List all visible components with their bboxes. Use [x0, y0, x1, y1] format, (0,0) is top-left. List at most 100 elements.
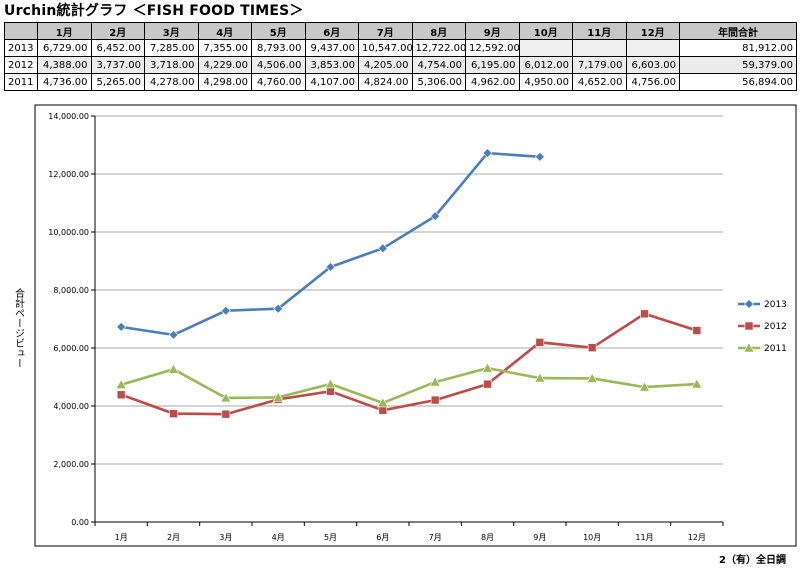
value-cell: 10,547.00	[358, 39, 413, 57]
table-header-cell: 年間合計	[679, 22, 797, 40]
value-cell: 4,736.00	[37, 73, 92, 91]
x-tick-label: 8月	[481, 533, 494, 542]
y-tick-label: 8,000.00	[53, 286, 89, 295]
y-tick-label: 0.00	[71, 518, 89, 527]
table-header-cell: 1月	[37, 22, 92, 40]
value-cell: 4,107.00	[304, 73, 359, 91]
x-tick-label: 3月	[219, 533, 232, 542]
legend-marker-2013	[744, 299, 754, 309]
y-tick-label: 12,000.00	[48, 170, 89, 179]
annual-total-cell: 56,894.00	[679, 73, 797, 91]
footer-note: 2（有）全日調	[719, 555, 786, 566]
data-point-2011	[377, 397, 389, 408]
value-cell: 12,722.00	[411, 39, 466, 57]
legend-marker-2011	[743, 342, 755, 353]
legend-label: 2011	[764, 344, 787, 354]
data-point-2012	[483, 379, 492, 389]
legend-label: 2012	[764, 322, 787, 332]
table-header-cell	[4, 22, 38, 40]
value-cell: 6,195.00	[465, 56, 520, 74]
x-tick-label: 9月	[533, 533, 546, 542]
table-header-cell: 5月	[251, 22, 306, 40]
data-point-2013	[168, 329, 179, 340]
value-cell: 5,265.00	[90, 73, 145, 91]
value-cell: 4,229.00	[197, 56, 252, 74]
legend-label: 2013	[764, 300, 787, 310]
data-point-2011	[586, 372, 598, 383]
x-tick-label: 6月	[376, 533, 389, 542]
line-chart: 0.00 2,000.00 4,000.00 6,000.00 8,000.00 10,0…	[13, 104, 797, 547]
data-point-2013	[116, 321, 127, 332]
value-cell: 4,298.00	[197, 73, 252, 91]
chart-area	[34, 104, 797, 547]
table-header-cell: 11月	[572, 22, 627, 40]
summary-table: 1月 2月 3月 4月 5月 6月 7月 8月 9月 10月 11月 12月 年間合計 2013 6,72…	[4, 22, 797, 91]
table-header-cell: 9月	[465, 22, 520, 40]
data-point-2013	[273, 303, 284, 314]
value-cell: 6,012.00	[518, 56, 573, 74]
table-row: 2013 6,729.00 6,452.00 7,285.00 7,355.00 8,79…	[4, 39, 797, 57]
data-point-2013	[534, 151, 545, 162]
x-tick-label: 12月	[688, 533, 706, 542]
table-row: 2011 4,736.00 5,265.00 4,278.00 4,298.00 4,76…	[4, 73, 797, 91]
data-point-2012	[587, 343, 597, 352]
data-point-2012	[169, 409, 178, 418]
value-cell	[572, 39, 627, 57]
data-point-2011	[115, 379, 127, 389]
value-cell: 8,793.00	[251, 39, 306, 57]
table-header-row: 1月 2月 3月 4月 5月 6月 7月 8月 9月 10月 11月 12月 年間合計	[4, 22, 797, 40]
y-tick-label: 6,000.00	[53, 344, 89, 353]
year-cell: 2011	[4, 73, 38, 91]
value-cell: 6,729.00	[37, 39, 92, 57]
x-tick-label: 2月	[167, 533, 180, 542]
x-tick-label: 10月	[583, 533, 601, 542]
data-point-2012	[378, 405, 388, 415]
data-point-2011	[481, 362, 494, 373]
data-point-2012	[535, 338, 545, 347]
x-tick-label: 7月	[429, 533, 442, 542]
table-header-cell: 2月	[90, 22, 145, 40]
x-tick-label: 5月	[324, 533, 337, 542]
value-cell: 6,603.00	[625, 56, 680, 74]
value-cell: 4,754.00	[411, 56, 466, 74]
x-tick-label: 1月	[115, 533, 128, 542]
value-cell: 5,306.00	[411, 73, 466, 91]
value-cell	[518, 39, 573, 57]
data-point-2012	[430, 395, 440, 405]
table-header-cell: 6月	[304, 22, 359, 40]
table-header-cell: 7月	[358, 22, 413, 40]
value-cell: 4,388.00	[37, 56, 92, 74]
data-point-2011	[638, 381, 651, 392]
table-header-cell: 10月	[518, 22, 573, 40]
data-point-2011	[220, 392, 232, 403]
table-header-cell: 8月	[411, 22, 466, 40]
value-cell: 4,950.00	[518, 73, 573, 91]
data-point-2013	[220, 305, 231, 316]
value-cell: 7,285.00	[144, 39, 199, 57]
table-header-cell: 4月	[197, 22, 252, 40]
data-point-2011	[429, 376, 441, 387]
data-point-2011	[691, 378, 703, 389]
y-tick-label: 10,000.00	[48, 228, 89, 237]
year-cell: 2012	[4, 56, 38, 74]
series-line-2011	[120, 366, 697, 405]
value-cell: 7,179.00	[572, 56, 627, 74]
data-point-2013	[430, 211, 441, 222]
data-point-2012	[692, 326, 702, 335]
value-cell: 4,205.00	[358, 56, 413, 74]
value-cell: 3,718.00	[144, 56, 199, 74]
y-tick-label: 14,000.00	[48, 112, 89, 121]
value-cell: 4,506.00	[251, 56, 306, 74]
value-cell: 4,824.00	[358, 73, 413, 91]
data-point-2012	[221, 409, 231, 419]
x-tick-label: 4月	[272, 533, 285, 542]
value-cell: 12,592.00	[465, 39, 520, 57]
annual-total-cell: 81,912.00	[679, 39, 797, 57]
value-cell: 4,962.00	[465, 73, 520, 91]
legend-marker-2012	[744, 321, 754, 331]
data-point-2011	[534, 372, 546, 383]
data-point-2011	[167, 363, 180, 374]
x-tick-label: 11月	[635, 533, 653, 542]
annual-total-cell: 59,379.00	[679, 56, 797, 74]
data-point-2011	[272, 391, 284, 402]
